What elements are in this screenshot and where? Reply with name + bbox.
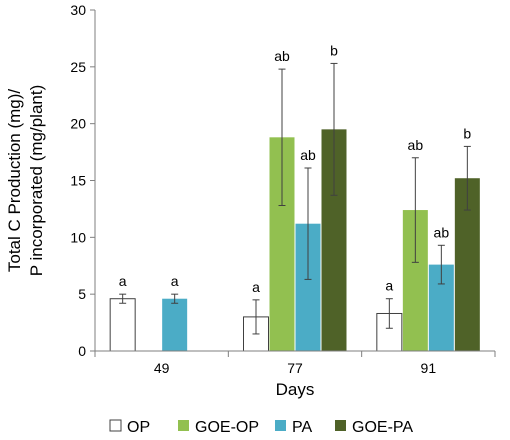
legend-label: GOE-OP <box>195 419 259 436</box>
y-tick-label: 5 <box>78 286 86 302</box>
y-tick-label: 15 <box>70 173 86 189</box>
bar <box>376 312 403 352</box>
significance-label: ab <box>300 147 316 163</box>
y-axis-title-line: Total C Production (mg)/ <box>5 89 24 273</box>
significance-label: ab <box>434 224 450 240</box>
significance-label: a <box>252 279 260 295</box>
significance-label: ab <box>408 137 424 153</box>
significance-label: b <box>463 125 471 141</box>
y-axis-ticks: 0 5 10 15 20 25 30 <box>70 2 95 359</box>
legend-label: GOE-PA <box>352 419 413 436</box>
x-tick-label: 91 <box>421 360 437 376</box>
significance-label: b <box>330 42 338 58</box>
bar <box>162 298 188 351</box>
legend-label: PA <box>292 419 312 436</box>
bar <box>109 298 136 352</box>
significance-label: a <box>385 278 393 294</box>
y-tick-label: 0 <box>78 343 86 359</box>
bars: a a a ab ab a ab ab b b <box>109 42 480 352</box>
legend-swatch <box>109 419 122 432</box>
x-tick-label: 77 <box>287 360 303 376</box>
legend-label: OP <box>127 419 150 436</box>
y-axis-title: Total C Production (mg)/P incorporated (… <box>5 85 46 277</box>
y-tick-label: 25 <box>70 59 86 75</box>
y-tick-label: 30 <box>70 2 86 18</box>
x-axis-ticks: 49 77 91 <box>94 351 496 376</box>
significance-label: a <box>171 273 179 289</box>
x-axis-title: Days <box>276 380 315 399</box>
y-tick-label: 10 <box>70 229 86 245</box>
significance-label: a <box>119 273 127 289</box>
legend-swatch <box>275 420 286 431</box>
significance-label: ab <box>274 48 290 64</box>
legend-swatch <box>178 420 189 431</box>
legend: OP GOE-OP PA GOE-PA <box>109 419 413 436</box>
axes <box>94 10 495 352</box>
y-axis-title-line: P incorporated (mg/plant) <box>27 85 46 277</box>
y-tick-label: 20 <box>70 116 86 132</box>
legend-swatch <box>335 420 346 431</box>
x-tick-label: 49 <box>154 360 170 376</box>
